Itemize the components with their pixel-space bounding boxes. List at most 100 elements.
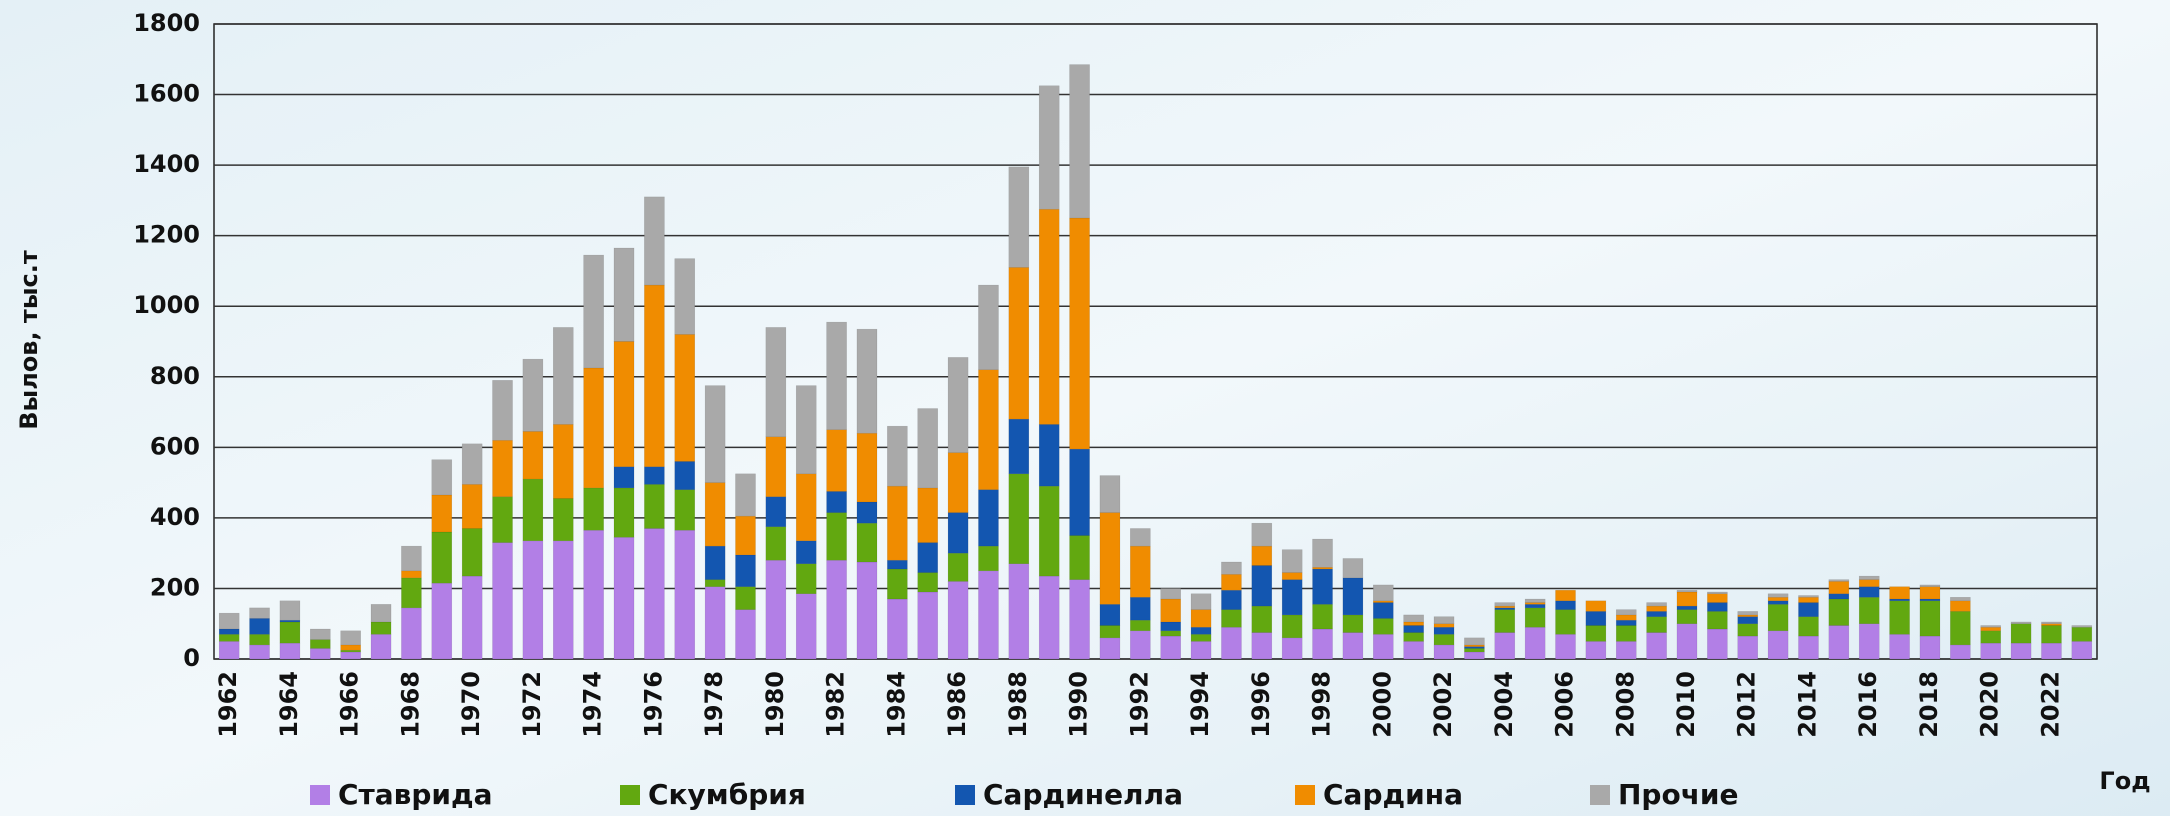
bar-segment: [1525, 604, 1545, 608]
bar-segment: [1434, 627, 1454, 634]
bar-segment: [2072, 625, 2092, 627]
bar-segment: [1191, 641, 1211, 659]
bar-segment: [1373, 585, 1393, 601]
y-tick-label: 400: [150, 503, 200, 531]
x-tick-label: 2004: [1490, 671, 1518, 738]
bar-segment: [1707, 592, 1727, 594]
bar-segment: [341, 652, 361, 659]
bar-segment: [1586, 601, 1606, 612]
bar-segment: [1130, 631, 1150, 659]
bar-segment: [1647, 611, 1667, 616]
bar-segment: [1343, 578, 1363, 615]
bar-segment: [1738, 611, 1758, 615]
bar-segment: [584, 488, 604, 530]
bar-segment: [827, 430, 847, 492]
x-tick-label: 1976: [639, 671, 667, 738]
bar-segment: [644, 197, 664, 285]
bar-segment: [796, 386, 816, 474]
bar-segment: [705, 580, 725, 587]
y-axis-title: Вылов, тыс.т: [15, 250, 43, 430]
bar-segment: [705, 483, 725, 546]
bar-segment: [2041, 625, 2061, 643]
x-tick-label: 1970: [457, 671, 485, 738]
bar-segment: [1950, 597, 1970, 601]
bar-segment: [1282, 615, 1302, 638]
bar-segment: [432, 532, 452, 583]
bar-segment: [1555, 590, 1575, 601]
bar-segment: [827, 322, 847, 430]
bar-segment: [493, 440, 513, 496]
bar-segment: [1282, 638, 1302, 659]
bar-segment: [1313, 569, 1333, 604]
bar-segment: [280, 622, 300, 643]
bar-segment: [1859, 580, 1879, 587]
chart: Вылов, тыс.т Год 02004006008001000120014…: [0, 0, 2170, 816]
bar-segment: [1373, 601, 1393, 603]
bar-segment: [614, 537, 634, 659]
bar-segment: [1525, 608, 1545, 627]
bar-segment: [1464, 648, 1484, 652]
bar-segment: [462, 576, 482, 659]
x-tick-label: 2014: [1793, 671, 1821, 738]
y-tick-label: 600: [150, 432, 200, 460]
bar-segment: [341, 645, 361, 650]
bar-segment: [1677, 624, 1697, 659]
bar-segment: [1191, 610, 1211, 628]
bar-segment: [1464, 645, 1484, 647]
bar-segment: [857, 329, 877, 433]
bar-segment: [280, 643, 300, 659]
bar-segment: [584, 255, 604, 368]
bar-segment: [493, 380, 513, 440]
bar-segment: [1221, 610, 1241, 628]
bar-segment: [1191, 634, 1211, 641]
bar-segment: [1404, 625, 1424, 632]
bar-segment: [1798, 596, 1818, 598]
bar-segment: [918, 488, 938, 543]
legend-label: Прочие: [1618, 778, 1739, 811]
bar-segment: [1555, 601, 1575, 610]
bar-segment: [978, 571, 998, 659]
bar-segment: [614, 488, 634, 537]
bar-segment: [1920, 587, 1940, 599]
bar-segment: [523, 479, 543, 541]
bar-segment: [1768, 631, 1788, 659]
y-tick-label: 0: [183, 644, 200, 672]
bar-segment: [1859, 587, 1879, 598]
bar-segment: [887, 560, 907, 569]
bar-segment: [675, 259, 695, 335]
bar-segment: [1890, 587, 1910, 599]
bar-segment: [1130, 546, 1150, 597]
bar-segment: [978, 370, 998, 490]
bar-segment: [1768, 597, 1788, 601]
bar-segment: [1464, 647, 1484, 649]
bar-segment: [1677, 606, 1697, 610]
x-tick-label: 2016: [1854, 671, 1882, 738]
bar-segment: [462, 484, 482, 528]
bar-segment: [735, 587, 755, 610]
bar-segment: [1373, 603, 1393, 619]
x-axis-title: Год: [2099, 767, 2150, 795]
bar-segment: [1981, 627, 2001, 631]
bar-segment: [1950, 601, 1970, 612]
bar-segment: [948, 513, 968, 554]
bar-segment: [219, 613, 239, 629]
x-tick-label: 1966: [336, 671, 364, 738]
bar-segment: [1221, 562, 1241, 574]
bar-segment: [1070, 218, 1090, 449]
bar-segment: [1616, 620, 1636, 625]
x-tick-label: 2008: [1611, 671, 1639, 738]
legend-swatch: [310, 785, 330, 805]
bar-segment: [401, 608, 421, 659]
bar-segment: [1434, 634, 1454, 645]
y-tick-label: 1800: [133, 9, 200, 37]
x-tick-label: 1986: [943, 671, 971, 738]
bar-segment: [2072, 627, 2092, 641]
bar-segment: [1495, 610, 1515, 633]
legend-label: Скумбрия: [648, 778, 806, 811]
bar-segment: [310, 629, 330, 640]
bar-segment: [250, 618, 270, 634]
legend-swatch: [1590, 785, 1610, 805]
bar-segment: [1495, 608, 1515, 610]
x-tick-label: 1998: [1308, 671, 1336, 738]
bar-segment: [432, 460, 452, 495]
